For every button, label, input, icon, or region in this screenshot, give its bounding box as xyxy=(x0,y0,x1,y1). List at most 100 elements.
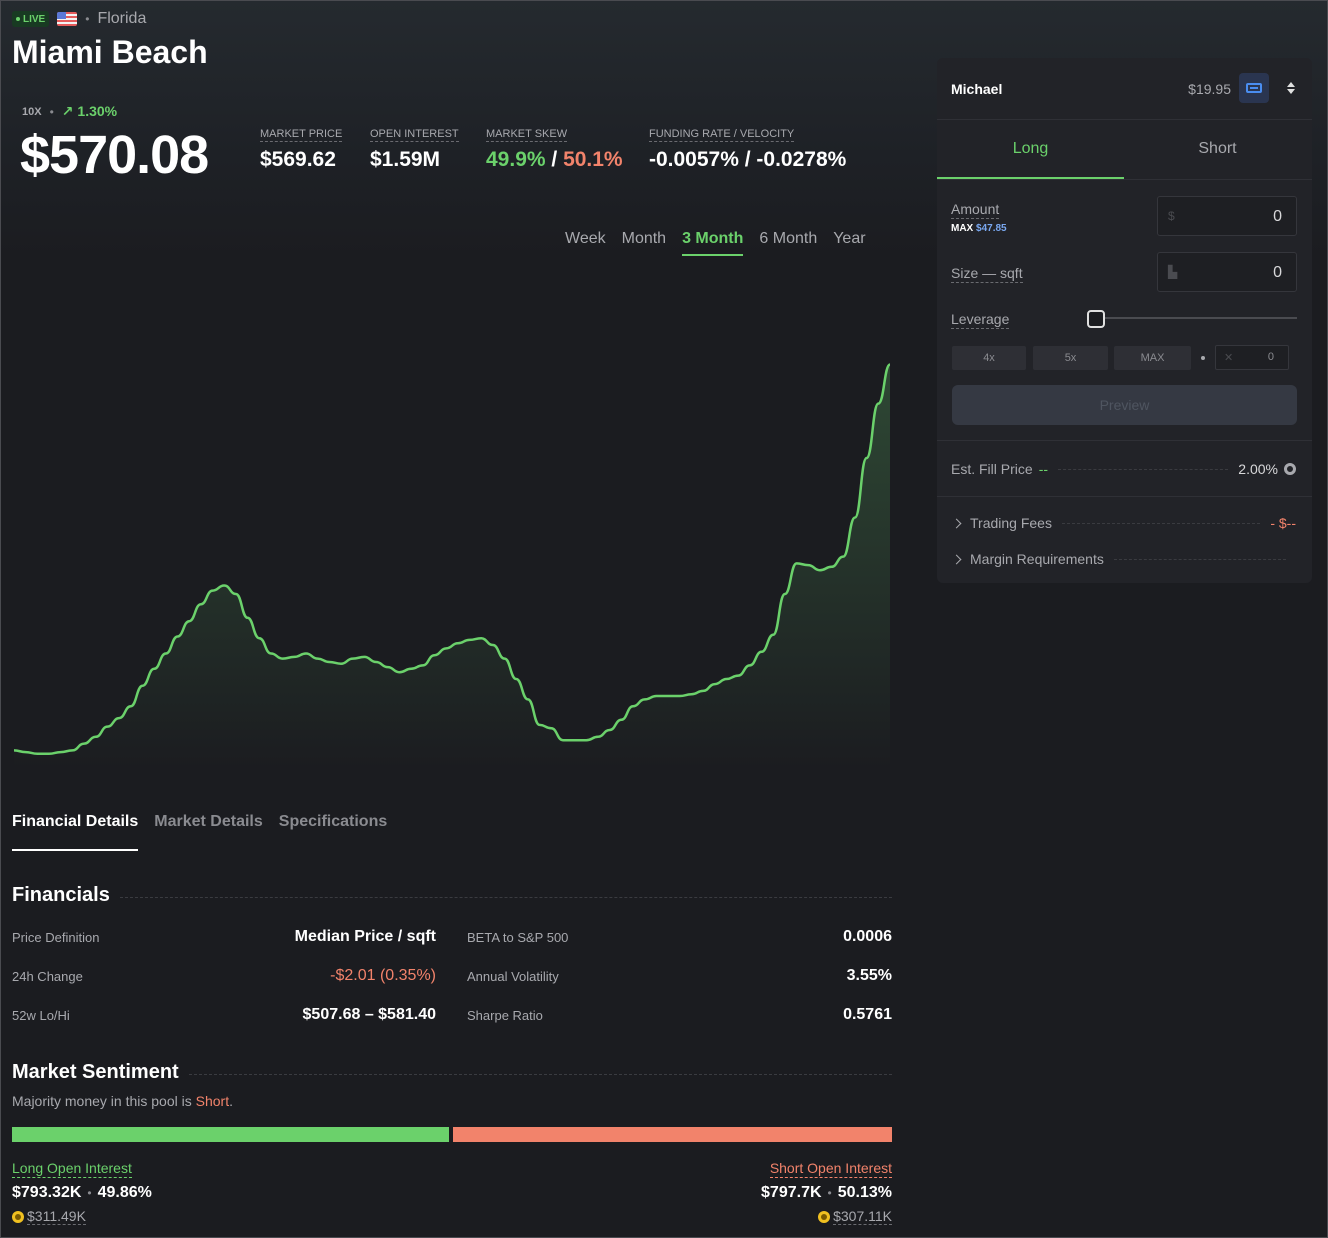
tab-financial-details[interactable]: Financial Details xyxy=(12,813,139,851)
dollar-icon: $ xyxy=(1168,209,1175,223)
separator-dot: • xyxy=(85,12,90,26)
range-6-month[interactable]: 6 Month xyxy=(759,230,818,247)
multiply-icon: ✕ xyxy=(1224,352,1234,364)
location-row: LIVE • Florida xyxy=(12,10,146,28)
financials-row: Price Definition Median Price / sqft BET… xyxy=(12,928,892,948)
account-switch-icon[interactable] xyxy=(1286,80,1296,96)
long-oi-label[interactable]: Long Open Interest xyxy=(12,1160,132,1178)
price-chart[interactable] xyxy=(12,330,892,770)
change-24h-value: -$2.01 (0.35%) xyxy=(330,967,436,984)
amount-input[interactable]: $ 0 xyxy=(1157,196,1297,236)
financials-row: 24h Change -$2.01 (0.35%) Annual Volatil… xyxy=(12,967,892,987)
price-change: ↗ 1.30% xyxy=(62,103,117,120)
leverage-max-button[interactable]: MAX xyxy=(1114,346,1191,370)
tab-long[interactable]: Long xyxy=(937,120,1124,179)
leader-line xyxy=(1061,522,1261,524)
range-year[interactable]: Year xyxy=(833,230,866,247)
trading-fees-value: - $-- xyxy=(1270,515,1296,531)
stat-value: -0.0057% / -0.0278% xyxy=(649,148,847,171)
margin-requirements-row[interactable]: Margin Requirements xyxy=(951,549,1296,569)
live-dot-icon xyxy=(16,17,20,21)
stat-value: $569.62 xyxy=(260,148,336,171)
long-oi-sub-value[interactable]: $311.49K xyxy=(27,1208,86,1225)
tab-short[interactable]: Short xyxy=(1198,140,1237,157)
financials-heading: Financials xyxy=(12,884,892,907)
lo-hi-value: $507.68 – $581.40 xyxy=(302,1006,436,1023)
trading-fees-row[interactable]: Trading Fees - $-- xyxy=(951,513,1296,533)
stat-label[interactable]: MARKET SKEW xyxy=(486,128,568,142)
price-change-value: 1.30% xyxy=(77,103,118,119)
chevron-right-icon xyxy=(951,554,962,564)
chart-area xyxy=(14,364,890,770)
account-name[interactable]: Michael xyxy=(951,81,1003,97)
max-prefix: MAX xyxy=(951,223,974,234)
short-oi-values: $797.7K • 50.13% xyxy=(761,1184,892,1202)
sentiment-bar-short xyxy=(453,1127,892,1142)
coin-icon xyxy=(818,1210,831,1223)
wallet-icon xyxy=(1246,83,1262,93)
size-label[interactable]: Size — sqft xyxy=(951,265,1023,283)
short-oi-pct: 50.13% xyxy=(837,1184,892,1201)
range-week[interactable]: Week xyxy=(565,230,606,247)
short-open-interest: Short Open Interest $797.7K • 50.13% $307.… xyxy=(761,1160,892,1225)
sentiment-bar-long xyxy=(12,1127,449,1142)
separator-dot: • xyxy=(49,104,54,119)
tab-specifications[interactable]: Specifications xyxy=(278,813,388,830)
skew-long: 49.9% xyxy=(486,148,546,171)
short-oi-sub: $307.11K xyxy=(761,1208,892,1225)
sentiment-note: Majority money in this pool is Short. xyxy=(12,1093,233,1109)
divider xyxy=(937,440,1312,441)
leverage-5x-button[interactable]: 5x xyxy=(1033,346,1108,370)
long-oi-sub: $311.49K xyxy=(12,1208,152,1225)
current-price: $570.08 xyxy=(20,125,209,185)
leverage-slider-track[interactable] xyxy=(1087,317,1297,319)
sharpe-label: Sharpe Ratio xyxy=(467,1008,543,1023)
leverage-slider-handle[interactable] xyxy=(1087,310,1105,328)
preview-button[interactable]: Preview xyxy=(952,385,1297,425)
skew-short: 50.1% xyxy=(563,148,623,171)
account-header: Michael $19.95 xyxy=(937,58,1312,120)
gear-icon[interactable] xyxy=(1284,463,1296,475)
divider xyxy=(937,496,1312,497)
leverage-input-value: 0 xyxy=(1267,351,1274,363)
short-oi-label[interactable]: Short Open Interest xyxy=(769,1160,892,1178)
chevron-right-icon xyxy=(951,518,962,528)
leverage-change-row: 10X • ↗ 1.30% xyxy=(22,103,117,120)
long-oi-pct: 49.86% xyxy=(97,1184,152,1201)
sharpe-value: 0.5761 xyxy=(843,1006,892,1023)
tab-market-details[interactable]: Market Details xyxy=(154,813,263,830)
range-3-month[interactable]: 3 Month xyxy=(682,230,744,256)
short-oi-sub-value[interactable]: $307.11K xyxy=(833,1208,892,1225)
stat-funding-rate: FUNDING RATE / VELOCITY -0.0057% / -0.02… xyxy=(649,124,846,172)
trade-panel: Michael $19.95 Long Short Amount MAX $47… xyxy=(937,58,1312,583)
price-definition-value: Median Price / sqft xyxy=(294,928,436,945)
leverage-input[interactable]: ✕ 0 xyxy=(1215,345,1289,370)
account-balance: $19.95 xyxy=(1188,81,1231,97)
separator-dot: • xyxy=(87,1186,92,1200)
lo-hi-label: 52w Lo/Hi xyxy=(12,1008,70,1023)
financials-title: Financials xyxy=(12,884,110,906)
live-label: LIVE xyxy=(23,13,46,25)
wallet-button[interactable] xyxy=(1239,73,1269,103)
leverage-badge: 10X xyxy=(22,105,42,118)
max-amount[interactable]: MAX $47.85 xyxy=(951,223,1007,234)
sentiment-note-prefix: Majority money in this pool is xyxy=(12,1093,196,1109)
sentiment-heading: Market Sentiment xyxy=(12,1061,892,1084)
leverage-label[interactable]: Leverage xyxy=(951,311,1010,329)
stat-label[interactable]: OPEN INTEREST xyxy=(370,128,459,142)
leader-line xyxy=(1058,468,1229,470)
stat-label[interactable]: FUNDING RATE / VELOCITY xyxy=(649,128,795,142)
detail-tabs: Financial Details Market Details Specifi… xyxy=(12,813,387,851)
live-badge: LIVE xyxy=(12,11,50,27)
leverage-4x-button[interactable]: 4x xyxy=(952,346,1026,370)
range-month[interactable]: Month xyxy=(621,230,667,247)
divider xyxy=(188,1074,892,1075)
financials-row: 52w Lo/Hi $507.68 – $581.40 Sharpe Ratio… xyxy=(12,1006,892,1026)
stat-label[interactable]: MARKET PRICE xyxy=(260,128,343,142)
amount-label[interactable]: Amount xyxy=(951,201,1000,219)
separator-dot xyxy=(1201,356,1205,360)
divider xyxy=(119,897,892,898)
state-name: Florida xyxy=(97,10,147,27)
est-fill-price-row: Est. Fill Price -- 2.00% xyxy=(951,459,1296,479)
size-input[interactable]: ▙ 0 xyxy=(1157,252,1297,292)
